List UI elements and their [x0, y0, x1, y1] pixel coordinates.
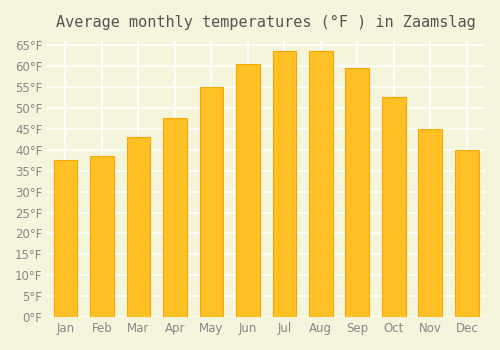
Bar: [126, 137, 150, 317]
Bar: [272, 51, 296, 317]
Bar: [163, 118, 187, 317]
Bar: [90, 156, 114, 317]
Bar: [200, 87, 224, 317]
Bar: [236, 64, 260, 317]
Bar: [418, 129, 442, 317]
Bar: [54, 160, 78, 317]
Bar: [346, 68, 369, 317]
Bar: [382, 97, 406, 317]
Bar: [455, 150, 478, 317]
Title: Average monthly temperatures (°F ) in Zaamslag: Average monthly temperatures (°F ) in Za…: [56, 15, 476, 30]
Bar: [309, 51, 332, 317]
